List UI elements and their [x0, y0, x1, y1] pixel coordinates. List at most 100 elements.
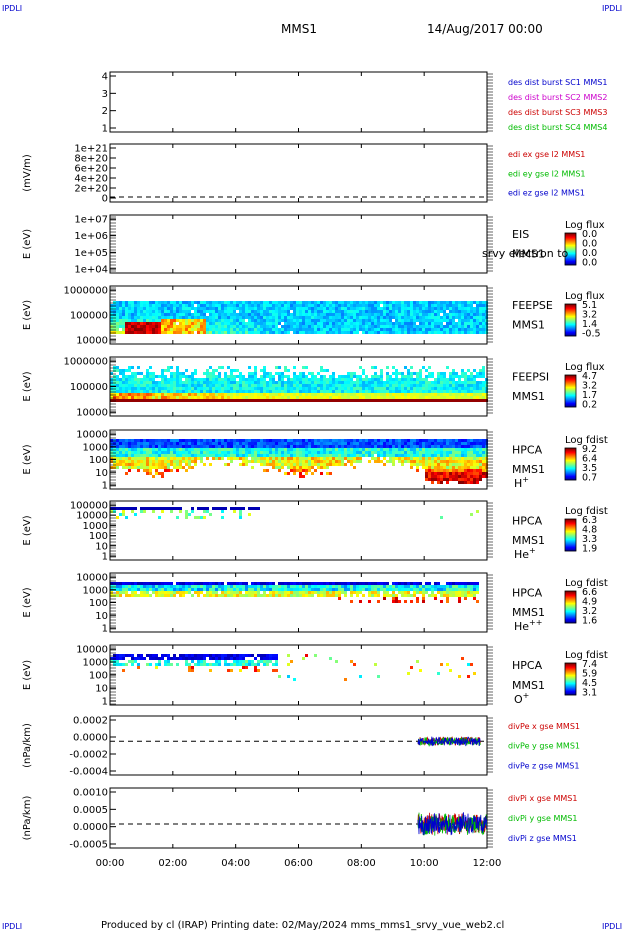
spectrogram-cell: [119, 439, 122, 442]
spectrogram-cell: [158, 457, 161, 460]
spectrogram-cell: [461, 313, 464, 316]
spectrogram-cell: [482, 313, 485, 316]
spectrogram-cell: [218, 390, 221, 393]
spectrogram-cell: [194, 439, 197, 442]
spectrogram-cell: [221, 516, 224, 519]
spectrogram-cell: [353, 591, 356, 594]
spectrogram-cell: [188, 457, 191, 460]
spectrogram-cell: [128, 375, 131, 378]
spectrogram-cell: [203, 393, 206, 396]
spectrogram-cell: [197, 322, 200, 325]
spectrogram-cell: [281, 316, 284, 319]
spectrogram-cell: [122, 442, 125, 445]
spectrogram-cell: [116, 322, 119, 325]
spectrogram-cell: [290, 454, 293, 457]
spectrogram-cell: [446, 387, 449, 390]
spectrogram-cell: [329, 588, 332, 591]
spectrogram-cell: [122, 387, 125, 390]
spectrogram-cell: [401, 304, 404, 307]
spectrogram-cell: [257, 588, 260, 591]
spectrogram-cell: [287, 328, 290, 331]
spectrogram-cell: [344, 322, 347, 325]
spectrogram-cell: [134, 460, 137, 463]
spectrogram-cell: [266, 445, 269, 448]
spectrogram-cell: [428, 304, 431, 307]
spectrogram-cell: [413, 381, 416, 384]
spectrogram-cell: [227, 387, 230, 390]
spectrogram-cell: [200, 387, 203, 390]
spectrogram-cell: [161, 460, 164, 463]
spectrogram-cell: [206, 307, 209, 310]
spectrogram-cell: [302, 393, 305, 396]
spectrogram-cell: [245, 399, 248, 402]
spectrogram-cell: [191, 390, 194, 393]
spectrogram-cell: [239, 445, 242, 448]
spectrogram-cell: [482, 307, 485, 310]
spectrogram-cell: [158, 582, 161, 585]
spectrogram-cell: [347, 381, 350, 384]
y-tick-label: 3: [102, 89, 108, 100]
spectrogram-cell: [452, 454, 455, 457]
spectrogram-cell: [398, 301, 401, 304]
spectrogram-cell: [458, 313, 461, 316]
spectrogram-cell: [155, 307, 158, 310]
spectrogram-cell: [473, 460, 476, 463]
spectrogram-cell: [113, 454, 116, 457]
spectrogram-cell: [362, 381, 365, 384]
spectrogram-cell: [389, 442, 392, 445]
spectrogram-cell: [476, 331, 479, 334]
spectrogram-cell: [257, 310, 260, 313]
spectrogram-cell: [341, 463, 344, 466]
spectrogram-cell: [446, 481, 449, 484]
spectrogram-cell: [167, 445, 170, 448]
spectrogram-cell: [272, 594, 275, 597]
spectrogram-cell: [185, 322, 188, 325]
spectrogram-cell: [245, 588, 248, 591]
spectrogram-cell: [473, 445, 476, 448]
spectrogram-cell: [287, 448, 290, 451]
spectrogram-cell: [248, 372, 251, 375]
spectrogram-cell: [137, 372, 140, 375]
spectrogram-cell: [347, 396, 350, 399]
spectrogram-cell: [413, 454, 416, 457]
spectrogram-cell: [191, 454, 194, 457]
spectrogram-cell: [395, 313, 398, 316]
spectrogram-cell: [209, 454, 212, 457]
spectrogram-cell: [467, 454, 470, 457]
spectrogram-cell: [323, 585, 326, 588]
spectrogram-cell: [116, 594, 119, 597]
spectrogram-cell: [275, 366, 278, 369]
spectrogram-cell: [449, 331, 452, 334]
spectrogram-cell: [437, 316, 440, 319]
spectrogram-cell: [383, 457, 386, 460]
spectrogram-cell: [443, 469, 446, 472]
spectrogram-cell: [443, 304, 446, 307]
spectrogram-cell: [212, 454, 215, 457]
spectrogram-cell: [110, 378, 113, 381]
spectrogram-cell: [137, 588, 140, 591]
spectrogram-cell: [425, 313, 428, 316]
spectrogram-cell: [326, 328, 329, 331]
spectrogram-cell: [215, 457, 218, 460]
spectrogram-cell: [350, 439, 353, 442]
spectrogram-cell: [206, 445, 209, 448]
spectrogram-cell: [224, 378, 227, 381]
spectrogram-cell: [296, 448, 299, 451]
spectrogram-cell: [260, 331, 263, 334]
spectrogram-cell: [323, 439, 326, 442]
spectrogram-cell: [347, 390, 350, 393]
spectrogram-cell: [404, 331, 407, 334]
spectrogram-cell: [251, 375, 254, 378]
spectrogram-cell: [194, 448, 197, 451]
spectrogram-cell: [128, 369, 131, 372]
spectrogram-cell: [179, 451, 182, 454]
spectrogram-cell: [266, 307, 269, 310]
spectrogram-cell: [263, 588, 266, 591]
spectrogram-cell: [281, 399, 284, 402]
spectrogram-cell: [263, 463, 266, 466]
spectrogram-cell: [401, 316, 404, 319]
colorbar-segment: [565, 400, 576, 402]
spectrogram-cell: [371, 387, 374, 390]
spectrogram-cell: [191, 399, 194, 402]
spectrogram-cell: [224, 390, 227, 393]
